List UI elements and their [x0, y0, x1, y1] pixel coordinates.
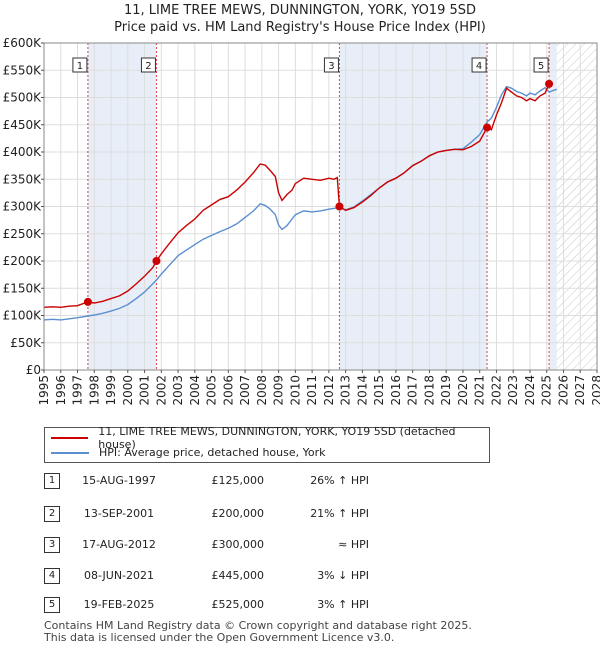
x-tick-label: 2011	[305, 375, 319, 406]
x-tick-label: 2000	[121, 375, 135, 406]
y-tick-label: £50K	[10, 336, 42, 350]
x-tick-label: 2008	[255, 375, 269, 406]
y-tick-label: £0	[26, 363, 41, 377]
x-tick-label: 1998	[87, 375, 101, 406]
sale-point	[483, 123, 491, 131]
y-tick-label: £300K	[3, 200, 43, 214]
y-tick-label: £500K	[3, 91, 43, 105]
y-tick-label: £200K	[3, 254, 43, 268]
legend-swatch-red	[51, 437, 88, 439]
sale-date: 19-FEB-2025	[64, 598, 174, 611]
x-tick-label: 2020	[456, 375, 470, 406]
sale-date: 13-SEP-2001	[64, 507, 174, 520]
sale-date: 15-AUG-1997	[64, 474, 174, 487]
table-row: 4 08-JUN-2021 £445,000 3% ↓ HPI	[44, 568, 444, 584]
x-tick-label: 2018	[422, 375, 436, 406]
x-tick-label: 2012	[322, 375, 336, 406]
x-tick-label: 2019	[439, 375, 453, 406]
footer: Contains HM Land Registry data © Crown c…	[44, 620, 472, 644]
row-number-badge: 2	[44, 506, 60, 522]
legend: 11, LIME TREE MEWS, DUNNINGTON, YORK, YO…	[44, 427, 490, 463]
x-tick-label: 1996	[54, 375, 68, 406]
x-tick-label: 2021	[473, 375, 487, 406]
x-tick-label: 1995	[37, 375, 51, 406]
hpi-comparison: ≈ HPI	[284, 538, 369, 551]
x-tick-label: 2009	[272, 375, 286, 406]
sale-number-label: 3	[328, 61, 334, 72]
legend-label-hpi: HPI: Average price, detached house, York	[99, 446, 326, 459]
y-tick-label: £100K	[3, 309, 43, 323]
row-number-badge: 5	[44, 597, 60, 613]
y-tick-label: £550K	[3, 63, 43, 77]
x-tick-label: 2028	[590, 375, 600, 406]
x-tick-label: 2005	[205, 375, 219, 406]
sale-point	[152, 257, 160, 265]
sale-number-label: 2	[145, 61, 151, 72]
x-tick-label: 2024	[523, 375, 537, 406]
row-number-badge: 1	[44, 473, 60, 489]
sale-price: £200,000	[184, 507, 264, 520]
x-tick-label: 2002	[154, 375, 168, 406]
x-tick-label: 2003	[171, 375, 185, 406]
row-number-badge: 4	[44, 568, 60, 584]
x-tick-label: 2015	[372, 375, 386, 406]
footer-licence: This data is licensed under the Open Gov…	[44, 632, 472, 644]
sale-date: 08-JUN-2021	[64, 569, 174, 582]
y-tick-label: £350K	[3, 172, 43, 186]
y-tick-label: £250K	[3, 227, 43, 241]
legend-item-hpi: HPI: Average price, detached house, York	[51, 445, 326, 460]
legend-item-property: 11, LIME TREE MEWS, DUNNINGTON, YORK, YO…	[51, 430, 489, 445]
sale-point	[335, 203, 343, 211]
price-chart: 1 2 3 4 5 £0 £50K £100K £150K £200K £250K £300K £350…	[0, 0, 600, 420]
x-tick-label: 2026	[556, 375, 570, 406]
x-tick-label: 2004	[188, 375, 202, 406]
sale-price: £300,000	[184, 538, 264, 551]
hpi-comparison: 3% ↓ HPI	[284, 569, 369, 582]
x-tick-label: 2013	[339, 375, 353, 406]
sale-date: 17-AUG-2012	[64, 538, 174, 551]
hpi-comparison: 26% ↑ HPI	[284, 474, 369, 487]
x-tick-label: 2010	[288, 375, 302, 406]
x-tick-label: 2014	[355, 375, 369, 406]
x-tick-label: 2006	[221, 375, 235, 406]
sale-price: £445,000	[184, 569, 264, 582]
x-tick-label: 2025	[540, 375, 554, 406]
sale-number-label: 5	[538, 61, 544, 72]
x-tick-label: 2016	[389, 375, 403, 406]
x-tick-label: 2027	[573, 375, 587, 406]
table-row: 3 17-AUG-2012 £300,000 ≈ HPI	[44, 537, 444, 553]
sale-point	[84, 298, 92, 306]
hpi-comparison: 3% ↑ HPI	[284, 598, 369, 611]
sale-number-label: 4	[476, 61, 482, 72]
hpi-comparison: 21% ↑ HPI	[284, 507, 369, 520]
y-tick-label: £150K	[3, 281, 43, 295]
sale-point	[545, 80, 553, 88]
sale-price: £525,000	[184, 598, 264, 611]
y-tick-label: £400K	[3, 145, 43, 159]
sale-price: £125,000	[184, 474, 264, 487]
y-tick-label: £450K	[3, 118, 43, 132]
x-tick-label: 2001	[138, 375, 152, 406]
row-number-badge: 3	[44, 537, 60, 553]
sale-number-label: 1	[77, 61, 83, 72]
table-row: 1 15-AUG-1997 £125,000 26% ↑ HPI	[44, 473, 444, 489]
legend-swatch-blue	[51, 452, 89, 454]
y-tick-label: £600K	[3, 36, 43, 50]
x-tick-label: 2023	[506, 375, 520, 406]
x-tick-label: 2022	[489, 375, 503, 406]
x-tick-label: 1999	[104, 375, 118, 406]
table-row: 2 13-SEP-2001 £200,000 21% ↑ HPI	[44, 506, 444, 522]
x-tick-label: 2007	[238, 375, 252, 406]
x-tick-label: 1997	[71, 375, 85, 406]
table-row: 5 19-FEB-2025 £525,000 3% ↑ HPI	[44, 597, 444, 613]
x-tick-label: 2017	[406, 375, 420, 406]
